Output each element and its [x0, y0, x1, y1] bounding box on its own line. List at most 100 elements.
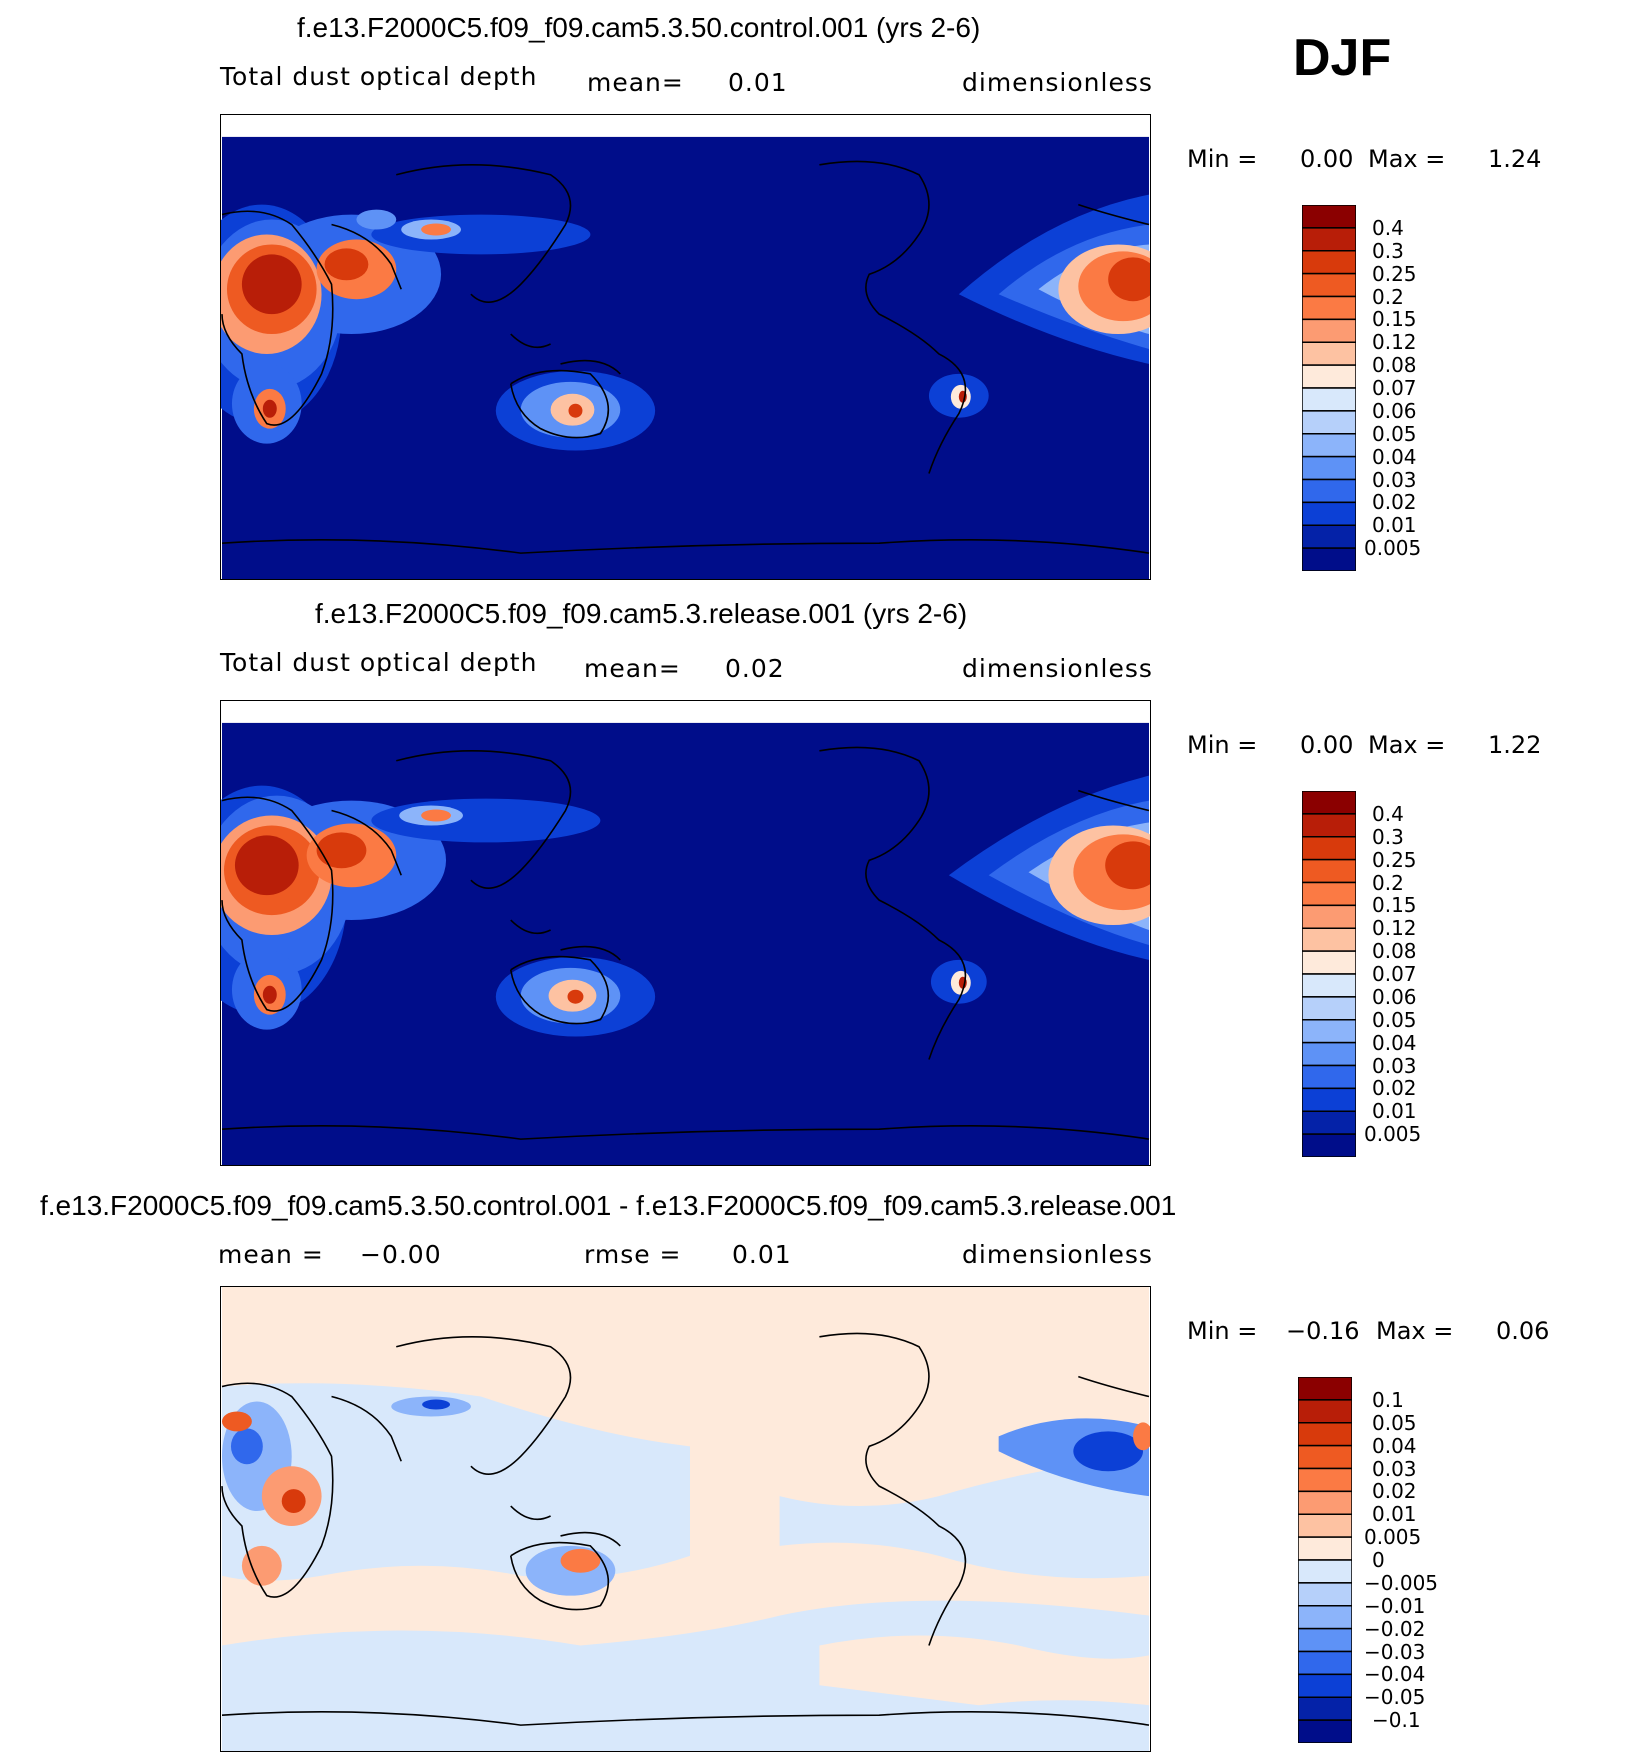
panel3-mean-label: mean =: [218, 1240, 324, 1269]
panel1-dust-map: [220, 114, 1151, 580]
panel3-title: f.e13.F2000C5.f09_f09.cam5.3.50.control.…: [40, 1190, 1177, 1221]
colorbar-tick-label: −0.1: [1372, 1708, 1421, 1733]
colorbar-tick-label: 0.04: [1372, 1030, 1417, 1055]
colorbar-swatch: [1298, 1605, 1352, 1630]
panel1-max-label: Max =: [1368, 145, 1446, 173]
colorbar-swatch: [1302, 547, 1356, 571]
colorbar-swatch: [1302, 1064, 1356, 1090]
panel1-min-label: Min =: [1187, 145, 1258, 173]
panel3-max-value: 0.06: [1496, 1317, 1550, 1345]
panel2-dust-map: [220, 700, 1151, 1166]
colorbar-swatch: [1302, 387, 1356, 412]
colorbar-tick-label: 0.25: [1372, 261, 1417, 286]
panel3-colorbar: [1298, 1377, 1352, 1743]
colorbar-tick-label: 0.005: [1364, 536, 1422, 561]
colorbar-swatch: [1302, 364, 1356, 389]
colorbar-swatch: [1302, 478, 1356, 504]
colorbar-tick-label: 0.005: [1364, 1525, 1422, 1550]
colorbar-swatch: [1298, 1650, 1352, 1676]
panel1-mean-label: mean=: [587, 68, 684, 97]
panel3-min-label: Min =: [1187, 1317, 1258, 1345]
colorbar-swatch: [1302, 904, 1356, 929]
panel2-min-label: Min =: [1187, 731, 1258, 759]
colorbar-tick-label: 0.06: [1372, 984, 1417, 1009]
colorbar-swatch: [1302, 1087, 1356, 1112]
colorbar-swatch: [1298, 1513, 1352, 1538]
colorbar-tick-label: 0.12: [1372, 330, 1417, 355]
colorbar-swatch: [1298, 1696, 1352, 1721]
panel1-mean-value: 0.01: [728, 68, 788, 97]
colorbar-tick-label: 0.15: [1372, 893, 1417, 918]
colorbar-swatch: [1302, 410, 1356, 435]
colorbar-swatch: [1298, 1673, 1352, 1698]
colorbar-swatch: [1302, 1133, 1356, 1157]
colorbar-tick-label: 0.25: [1372, 847, 1417, 872]
colorbar-swatch: [1298, 1399, 1352, 1424]
colorbar-swatch: [1302, 501, 1356, 526]
colorbar-tick-label: 0.2: [1372, 284, 1404, 309]
panel2-units: dimensionless: [962, 654, 1153, 683]
colorbar-swatch: [1302, 813, 1356, 838]
panel2-max-value: 1.22: [1488, 731, 1542, 759]
panel3-rmse-label: rmse =: [584, 1240, 682, 1269]
colorbar-swatch: [1302, 927, 1356, 952]
colorbar-tick-label: 0.07: [1372, 376, 1417, 400]
colorbar-swatch: [1298, 1627, 1352, 1653]
colorbar-swatch: [1302, 250, 1356, 275]
panel3-difference-map: [220, 1286, 1151, 1752]
colorbar-swatch: [1302, 1041, 1356, 1067]
colorbar-tick-label: 0.4: [1372, 801, 1404, 826]
colorbar-tick-label: 0.4: [1372, 215, 1404, 240]
colorbar-swatch: [1298, 1422, 1352, 1447]
colorbar-swatch: [1302, 881, 1356, 907]
panel1-units: dimensionless: [962, 68, 1153, 97]
colorbar-swatch: [1298, 1377, 1352, 1401]
colorbar-tick-label: 0.02: [1372, 1479, 1417, 1504]
colorbar-tick-label: 0.3: [1372, 824, 1404, 849]
panel1-title: f.e13.F2000C5.f09_f09.cam5.3.50.control.…: [297, 12, 981, 43]
colorbar-tick-label: 0.05: [1372, 421, 1417, 446]
panel2-min-value: 0.00: [1300, 731, 1354, 759]
panel3-units: dimensionless: [962, 1240, 1153, 1269]
colorbar-tick-label: 0: [1372, 1548, 1385, 1572]
colorbar-swatch: [1298, 1582, 1352, 1607]
colorbar-tick-label: −0.02: [1364, 1616, 1426, 1641]
colorbar-tick-label: 0.03: [1372, 467, 1417, 492]
colorbar-swatch: [1302, 433, 1356, 458]
colorbar-tick-label: 0.005: [1364, 1122, 1422, 1147]
colorbar-swatch: [1302, 295, 1356, 321]
panel3-max-label: Max =: [1376, 1317, 1454, 1345]
colorbar-swatch: [1302, 227, 1356, 252]
colorbar-tick-label: 0.01: [1372, 1502, 1417, 1527]
colorbar-tick-label: 0.01: [1372, 1099, 1417, 1124]
colorbar-swatch: [1298, 1536, 1352, 1561]
colorbar-tick-label: −0.005: [1364, 1570, 1439, 1595]
panel1-min-value: 0.00: [1300, 145, 1354, 173]
colorbar-tick-label: −0.05: [1364, 1685, 1426, 1710]
colorbar-swatch: [1298, 1559, 1352, 1584]
colorbar-tick-label: 0.08: [1372, 353, 1417, 378]
colorbar-swatch: [1302, 205, 1356, 229]
colorbar-swatch: [1302, 791, 1356, 815]
colorbar-swatch: [1298, 1719, 1352, 1743]
colorbar-tick-label: 0.07: [1372, 962, 1417, 986]
panel1-variable-label: Total dust optical depth: [220, 62, 538, 91]
colorbar-tick-label: −0.01: [1364, 1593, 1426, 1618]
colorbar-swatch: [1302, 950, 1356, 975]
colorbar-swatch: [1298, 1467, 1352, 1493]
colorbar-swatch: [1302, 272, 1356, 298]
colorbar-swatch: [1302, 836, 1356, 861]
panel2-colorbar: [1302, 791, 1356, 1157]
colorbar-swatch: [1302, 524, 1356, 549]
colorbar-tick-label: 0.04: [1372, 444, 1417, 469]
colorbar-tick-label: 0.01: [1372, 513, 1417, 538]
panel1-max-value: 1.24: [1488, 145, 1542, 173]
colorbar-tick-label: 0.05: [1372, 1410, 1417, 1435]
panel1-colorbar: [1302, 205, 1356, 571]
colorbar-swatch: [1302, 455, 1356, 481]
colorbar-tick-label: 0.3: [1372, 238, 1404, 263]
colorbar-swatch: [1302, 973, 1356, 998]
colorbar-tick-label: −0.04: [1364, 1662, 1426, 1687]
colorbar-tick-label: 0.05: [1372, 1007, 1417, 1032]
colorbar-swatch: [1302, 341, 1356, 366]
